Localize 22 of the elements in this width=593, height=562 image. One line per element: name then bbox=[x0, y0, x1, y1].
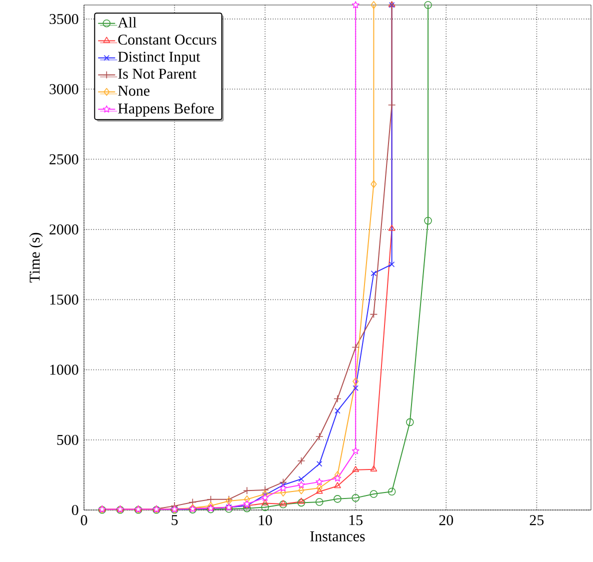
legend-label: All bbox=[118, 17, 136, 28]
legend-label: Constant Occurs bbox=[118, 34, 216, 45]
x-tick-label: 20 bbox=[439, 515, 454, 526]
y-tick-label: 1500 bbox=[50, 294, 78, 305]
x-tick-label: 10 bbox=[258, 515, 272, 526]
legend-label: Distinct Input bbox=[118, 52, 200, 65]
y-tick-label: 3500 bbox=[50, 14, 78, 24]
legend-label: Happens Before bbox=[118, 102, 214, 117]
legend-label: Is Not Parent bbox=[118, 68, 196, 79]
x-tick-label: 25 bbox=[530, 515, 544, 526]
y-tick-label: 500 bbox=[57, 434, 78, 445]
x-axis-title: Instances bbox=[310, 531, 365, 542]
y-tick-label: 0 bbox=[72, 504, 78, 516]
y-tick-label: 2000 bbox=[50, 224, 78, 234]
y-axis-title: Time (s) bbox=[29, 232, 43, 282]
x-tick-label: 5 bbox=[172, 515, 178, 526]
x-tick-label: 15 bbox=[349, 515, 362, 526]
y-tick-label: 1000 bbox=[50, 364, 78, 375]
y-tick-label: 3000 bbox=[50, 84, 78, 94]
y-tick-label: 2500 bbox=[50, 154, 78, 164]
x-tick-label: 0 bbox=[80, 515, 88, 526]
legend-label: None bbox=[118, 86, 150, 96]
